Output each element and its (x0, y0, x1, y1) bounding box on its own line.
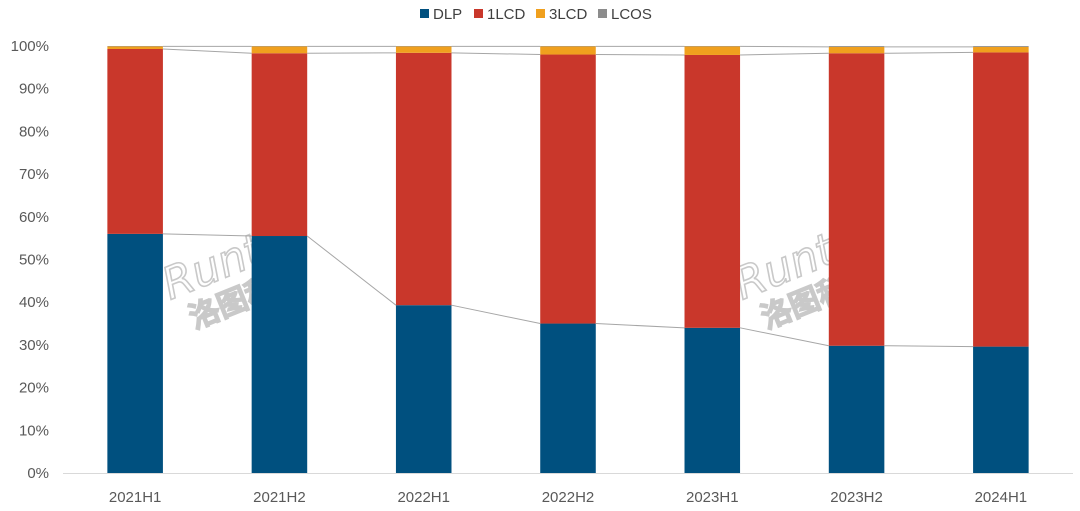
series-line-dlp (884, 345, 974, 348)
series-line-dlp (739, 327, 829, 347)
bar-segment-3lcd (540, 46, 596, 55)
bar-segment-1lcd (973, 52, 1029, 347)
legend-swatch-dlp (420, 9, 429, 18)
y-tick-label: 80% (19, 123, 49, 140)
bar-segment-lcos (973, 46, 1029, 47)
y-tick-label: 50% (19, 252, 49, 269)
bar-segment-dlp (828, 345, 885, 473)
series-line-dlp (162, 233, 252, 237)
bar-segment-dlp (684, 327, 741, 473)
legend-swatch-3lcd (536, 9, 545, 18)
x-tick-label: 2022H2 (542, 489, 595, 506)
bar-segment-1lcd (828, 53, 885, 346)
bar-segment-3lcd (251, 46, 308, 54)
x-tick-label: 2021H2 (253, 489, 306, 506)
series-line-1lcd (162, 48, 252, 54)
bar-segment-1lcd (107, 48, 163, 234)
series-line-1lcd (451, 52, 541, 56)
bar-segment-dlp (540, 323, 596, 473)
legend-label-1lcd: 1LCD (487, 6, 526, 23)
bar-segment-3lcd (684, 46, 741, 55)
y-tick-label: 40% (19, 294, 49, 311)
y-tick-label: 70% (19, 166, 49, 183)
legend-swatch-1lcd (474, 9, 483, 18)
y-axis-labels: 0% 10% 20% 30% 40% 50% 60% 70% 80% 90% 100% (11, 38, 49, 482)
legend-label-dlp: DLP (433, 6, 462, 23)
legend-label-3lcd: 3LCD (549, 6, 588, 23)
series-line-1lcd (884, 51, 974, 54)
bar-segment-dlp (395, 305, 452, 473)
series-line-dlp (451, 304, 541, 325)
y-tick-label: 90% (19, 81, 49, 98)
x-tick-label: 2024H1 (975, 489, 1028, 506)
bar-segment-3lcd (107, 46, 163, 49)
series-lines-layer (162, 45, 974, 348)
y-tick-label: 100% (11, 38, 49, 55)
legend: DLP 1LCD 3LCD LCOS (420, 6, 652, 23)
y-tick-label: 60% (19, 209, 49, 226)
legend-swatch-lcos (598, 9, 607, 18)
x-tick-label: 2023H2 (830, 489, 883, 506)
bar-segment-1lcd (684, 54, 741, 328)
bars-layer (107, 46, 1029, 473)
x-axis-labels: 2021H1 2021H2 2022H1 2022H2 2023H1 2023H2 2024… (109, 489, 1027, 506)
series-line-dlp (306, 235, 397, 306)
legend-label-lcos: LCOS (611, 6, 652, 23)
bar-segment-dlp (251, 236, 308, 473)
bar-segment-1lcd (395, 52, 452, 306)
series-line-dlp (595, 323, 685, 329)
bar-segment-dlp (107, 233, 163, 473)
y-tick-label: 30% (19, 337, 49, 354)
bar-segment-lcos (828, 46, 885, 47)
series-line-1lcd (740, 52, 829, 56)
x-tick-label: 2021H1 (109, 489, 162, 506)
bar-segment-3lcd (828, 46, 885, 54)
x-tick-label: 2022H1 (397, 489, 450, 506)
bar-segment-1lcd (251, 53, 308, 237)
bar-segment-3lcd (395, 46, 452, 53)
bar-segment-dlp (973, 346, 1029, 473)
bar-segment-3lcd (973, 46, 1029, 53)
bar-segment-1lcd (540, 54, 596, 324)
y-tick-label: 20% (19, 380, 49, 397)
x-tick-label: 2023H1 (686, 489, 739, 506)
y-tick-label: 0% (27, 465, 49, 482)
y-tick-label: 10% (19, 422, 49, 439)
